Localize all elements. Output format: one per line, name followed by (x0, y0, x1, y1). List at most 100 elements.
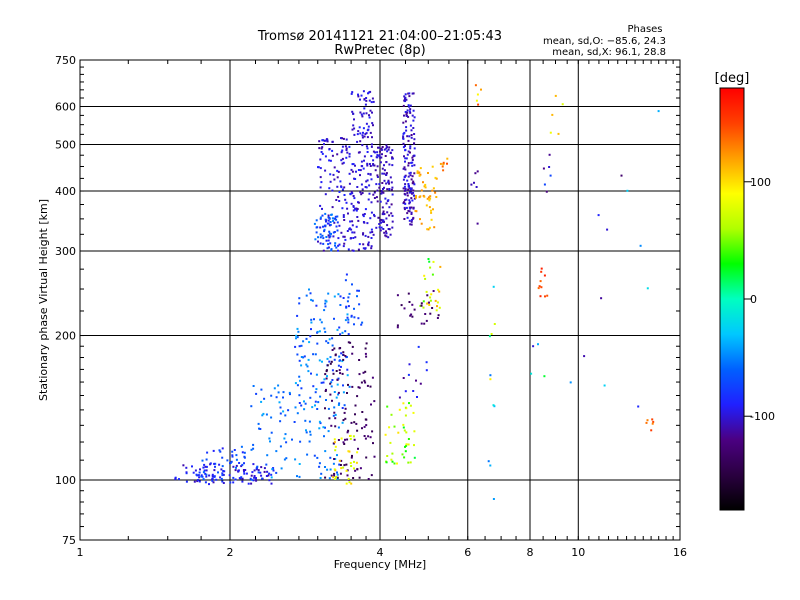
data-point (413, 147, 416, 150)
data-point (342, 441, 345, 444)
data-point (319, 236, 322, 239)
data-point (381, 220, 384, 223)
data-point (367, 235, 370, 238)
data-point (407, 188, 410, 191)
data-point (396, 294, 399, 297)
data-point (356, 289, 359, 292)
data-point (489, 464, 492, 467)
data-point (427, 228, 430, 231)
data-point (282, 391, 285, 394)
data-point (200, 474, 203, 477)
data-point (391, 156, 394, 159)
data-point (319, 176, 322, 179)
data-point (346, 300, 349, 303)
data-point (324, 155, 327, 158)
y-tick-label: 75 (62, 534, 76, 547)
data-point (429, 312, 432, 315)
data-point (343, 443, 346, 445)
data-point (344, 330, 347, 333)
data-point (374, 151, 376, 154)
data-point (404, 149, 407, 152)
data-point (304, 402, 307, 405)
data-point (639, 244, 642, 247)
data-point (385, 217, 388, 220)
data-point (540, 286, 543, 289)
data-point (357, 130, 360, 133)
data-point (335, 370, 338, 372)
data-point (326, 138, 329, 141)
data-point (362, 90, 365, 93)
data-point (353, 421, 356, 424)
data-point (336, 471, 338, 474)
data-point (334, 458, 337, 460)
data-point (314, 238, 317, 241)
data-point (308, 420, 311, 423)
data-point (367, 435, 370, 438)
data-point (404, 187, 407, 190)
data-point (356, 216, 359, 218)
data-point (241, 480, 244, 483)
data-point (229, 481, 232, 484)
data-point (318, 330, 321, 333)
data-point (382, 188, 384, 190)
data-point (407, 209, 410, 212)
data-point (606, 228, 609, 231)
data-point (334, 425, 337, 428)
data-point (369, 436, 372, 439)
data-point (357, 447, 359, 450)
data-point (214, 465, 216, 468)
data-point (349, 192, 352, 195)
data-point (356, 451, 359, 454)
data-point (393, 462, 396, 465)
data-point (333, 295, 336, 298)
data-point (378, 146, 381, 149)
data-point (352, 112, 355, 115)
data-point (362, 221, 365, 223)
data-point (298, 375, 301, 378)
data-point (420, 304, 423, 307)
data-point (336, 215, 339, 218)
data-point (650, 429, 653, 432)
data-point (380, 221, 382, 224)
data-point (426, 197, 429, 200)
data-point (252, 447, 255, 450)
data-point (338, 359, 341, 362)
data-point (352, 195, 355, 197)
data-point (371, 231, 374, 233)
data-point (422, 300, 425, 303)
data-point (413, 430, 416, 433)
data-point (341, 360, 344, 363)
data-point (398, 396, 401, 399)
data-point (405, 126, 408, 129)
data-point (310, 298, 313, 301)
data-point (544, 295, 546, 298)
data-point (208, 474, 211, 477)
data-point (396, 324, 399, 327)
data-point (350, 92, 353, 95)
data-point (626, 189, 629, 192)
data-point (331, 349, 334, 351)
data-point (431, 307, 434, 309)
data-point (389, 151, 392, 154)
data-point (328, 338, 331, 341)
data-point (362, 243, 365, 246)
data-point (237, 469, 240, 472)
data-point (340, 186, 343, 189)
data-point (409, 174, 412, 177)
data-point (344, 279, 347, 282)
data-point (250, 474, 253, 477)
data-point (339, 372, 342, 375)
data-point (331, 399, 333, 402)
data-point (372, 442, 374, 445)
data-point (403, 166, 406, 169)
data-point (365, 122, 368, 125)
data-point (404, 183, 407, 186)
data-point (366, 151, 369, 153)
data-point (350, 237, 352, 240)
data-point (344, 145, 347, 148)
data-point (305, 363, 308, 366)
data-point (477, 103, 480, 106)
data-point (287, 409, 290, 412)
data-point (261, 477, 264, 480)
data-point (341, 421, 344, 424)
